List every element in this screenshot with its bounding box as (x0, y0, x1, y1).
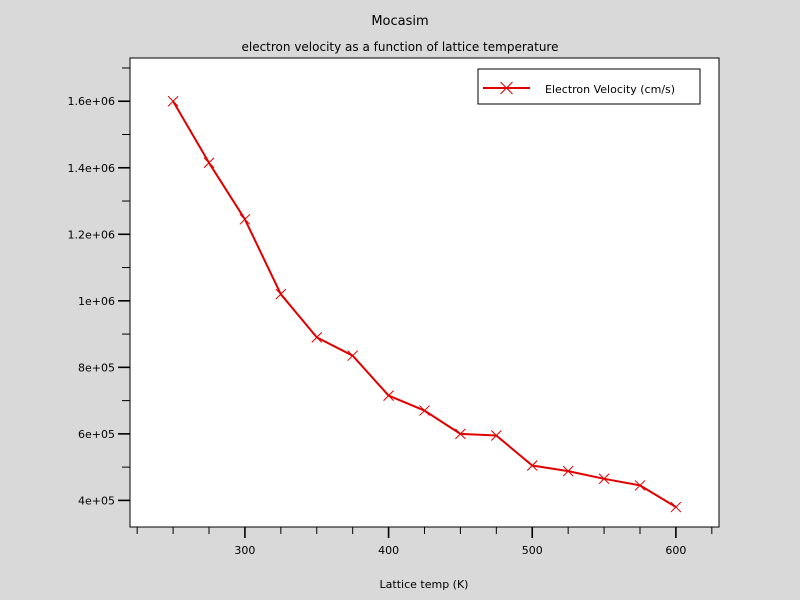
data-point (275, 288, 287, 300)
y-axis: 4e+05 6e+05 8e+05 1e+06 1.2e+06 1.4e+06 1.6e+0… (68, 67, 130, 507)
y-tick-label: 4e+05 (78, 494, 115, 507)
x-tick-label: 600 (665, 544, 686, 557)
data-point (562, 465, 574, 477)
x-axis: 300 400 500 600 (136, 527, 713, 557)
data-point (419, 405, 430, 416)
y-tick-label: 6e+05 (78, 428, 115, 441)
x-tick-label: 300 (234, 544, 255, 557)
series-layer (167, 95, 682, 513)
data-point (598, 473, 610, 485)
data-point (203, 157, 215, 169)
data-point (634, 480, 646, 491)
y-tick-label: 1.2e+06 (68, 228, 115, 241)
data-point (455, 428, 466, 440)
x-axis-label: Lattice temp (K) (380, 578, 469, 591)
data-point (347, 350, 359, 362)
y-tick-label: 1.4e+06 (68, 162, 115, 175)
data-point (239, 213, 251, 225)
data-point (383, 390, 394, 401)
y-tick-label: 8e+05 (78, 361, 115, 374)
legend-label: Electron Velocity (cm/s) (545, 83, 675, 96)
chart-title: Mocasim (371, 14, 428, 29)
legend-marker-x-icon (500, 81, 513, 95)
data-point (526, 460, 538, 471)
data-point (490, 430, 502, 441)
x-tick-label: 400 (378, 544, 399, 557)
y-tick-label: 1.6e+06 (68, 95, 115, 108)
data-point (311, 332, 323, 343)
data-point (670, 501, 682, 513)
chart-subtitle: electron velocity as a function of latti… (241, 40, 558, 54)
legend: Electron Velocity (cm/s) (477, 68, 701, 105)
legend-box (477, 68, 701, 105)
y-tick-label: 1e+06 (78, 295, 115, 308)
x-tick-label: 500 (522, 544, 543, 557)
data-point (167, 95, 179, 107)
plot-area (129, 57, 720, 528)
